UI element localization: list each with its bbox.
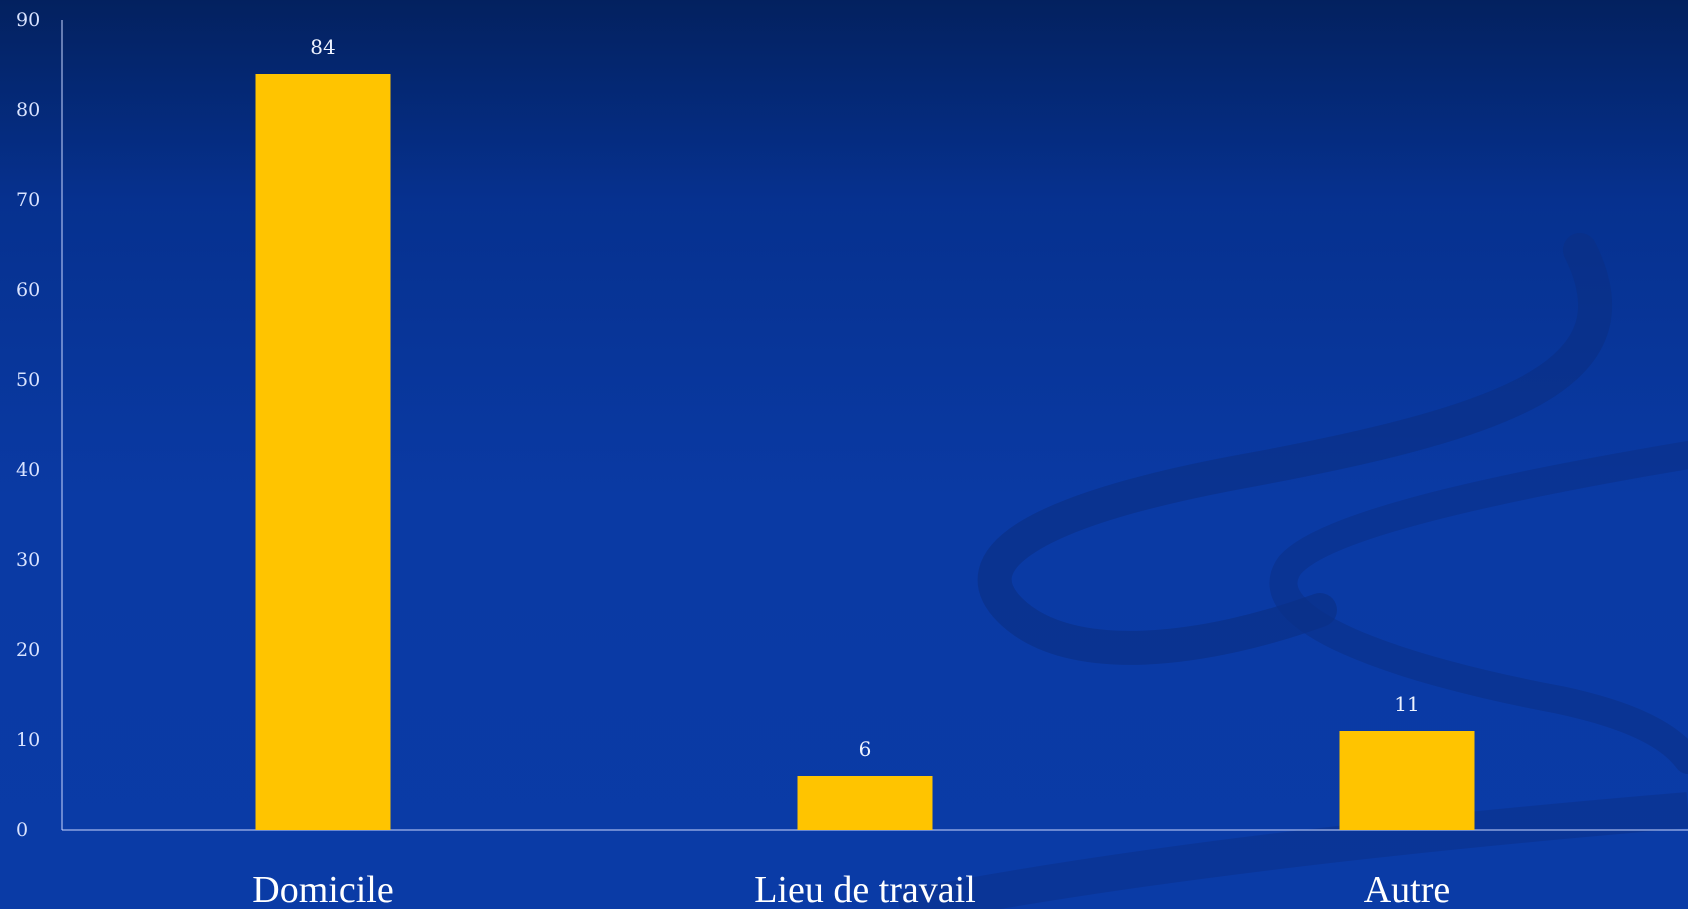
y-tick-label: 10	[16, 729, 40, 751]
y-tick-label: 70	[16, 189, 40, 211]
y-tick-label: 80	[16, 99, 40, 121]
data-labels: 84 6 11	[310, 35, 1419, 761]
y-axis: 0 10 20 30 40 50 60 70 80 90	[16, 9, 63, 841]
bar	[255, 74, 391, 830]
y-tick-label: 90	[16, 9, 40, 31]
y-tick-label: 20	[16, 639, 40, 661]
data-label: 84	[310, 35, 335, 59]
y-tick-label: 30	[16, 549, 40, 571]
y-tick-label: 50	[16, 369, 40, 391]
data-label: 6	[859, 737, 872, 761]
y-tick-label: 60	[16, 279, 40, 301]
bars	[255, 74, 1475, 830]
bar	[797, 776, 933, 830]
y-tick-label: 40	[16, 459, 40, 481]
x-tick-label: Lieu de travail	[754, 869, 976, 909]
y-tick-label: 0	[16, 819, 28, 841]
bar	[1339, 731, 1475, 830]
x-tick-label: Domicile	[252, 869, 393, 909]
category-labels: Domicile Lieu de travail Autre	[252, 869, 1450, 909]
background-swoosh	[896, 233, 1688, 909]
data-label: 11	[1394, 692, 1419, 716]
x-tick-label: Autre	[1364, 869, 1451, 909]
